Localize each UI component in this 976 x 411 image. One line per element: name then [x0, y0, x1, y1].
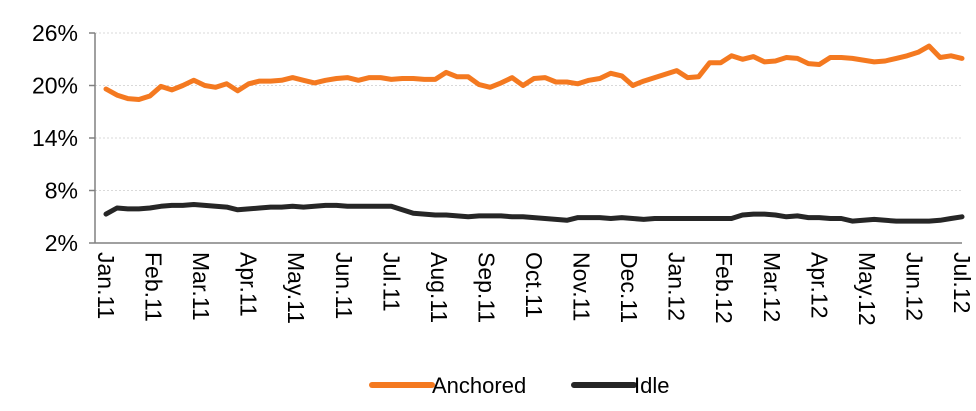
x-tick-label: Apr.11	[236, 252, 262, 317]
x-tick-label: Jul.11	[378, 252, 404, 312]
legend-label: Anchored	[432, 373, 526, 398]
x-tick-label: Oct.11	[521, 252, 547, 318]
x-tick-label: Jan.12	[664, 252, 690, 321]
x-tick-label: May.11	[283, 252, 309, 324]
x-tick-label: May.12	[854, 252, 880, 326]
x-tick-label: Nov.11	[569, 252, 595, 321]
series-line-anchored	[103, 43, 965, 102]
x-tick-label: Mar.12	[759, 252, 785, 322]
series-lines	[103, 43, 965, 224]
x-tick-label: Aug.11	[426, 252, 452, 323]
y-tick-label: 26%	[32, 20, 78, 46]
x-tick-labels: Jan.11 Feb.11 Mar.11 Apr.11 May.11 Jun.11 Jul.…	[93, 252, 975, 326]
y-tick-label: 20%	[32, 73, 78, 99]
x-tick-label: Mar.11	[188, 252, 214, 321]
x-tick-label: Jan.11	[93, 252, 119, 319]
gridlines	[95, 32, 962, 191]
x-tick-label: Dec.11	[616, 252, 642, 323]
x-tick-label: Feb.11	[141, 252, 167, 322]
x-tick-label: Sep.11	[473, 252, 499, 323]
legend: Anchored Idle	[369, 373, 669, 398]
series-line-idle	[103, 202, 965, 224]
x-tick-label: Jun.12	[901, 252, 927, 321]
legend-label: Idle	[634, 373, 669, 398]
y-tick-label: 2%	[45, 230, 78, 256]
axes	[89, 32, 962, 244]
y-tick-label: 8%	[45, 178, 78, 204]
x-tick-label: Apr.12	[806, 252, 832, 319]
x-tick-label: Jun.11	[331, 252, 357, 319]
x-tick-label: Feb.12	[711, 252, 737, 324]
y-tick-labels: 2% 8% 14% 20% 26%	[32, 20, 78, 256]
y-tick-label: 14%	[32, 125, 78, 151]
x-tick-label: Jul.12	[949, 252, 975, 313]
